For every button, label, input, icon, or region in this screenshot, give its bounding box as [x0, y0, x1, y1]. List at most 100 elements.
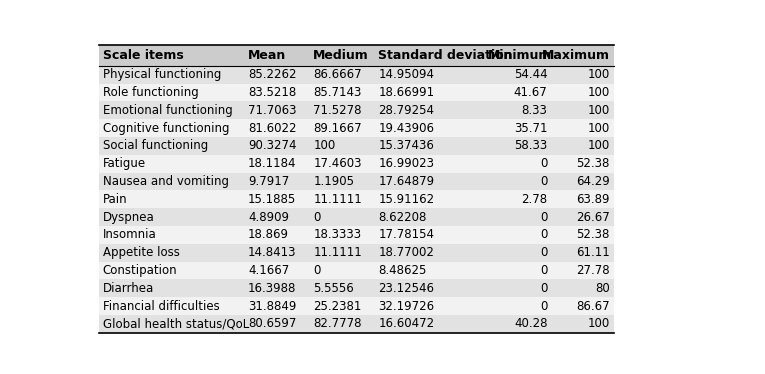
Text: 80.6597: 80.6597	[248, 318, 296, 331]
Text: 15.37436: 15.37436	[379, 140, 435, 153]
Text: 63.89: 63.89	[576, 193, 610, 206]
Text: 71.7063: 71.7063	[248, 104, 297, 117]
Text: 0: 0	[540, 229, 548, 242]
Text: 0: 0	[540, 282, 548, 295]
Text: 9.7917: 9.7917	[248, 175, 289, 188]
Bar	[99, 101, 614, 119]
Text: 5.5556: 5.5556	[313, 282, 354, 295]
Text: 52.38: 52.38	[576, 229, 610, 242]
Text: 90.3274: 90.3274	[248, 140, 297, 153]
Bar	[99, 155, 614, 173]
Text: 71.5278: 71.5278	[313, 104, 362, 117]
Text: 100: 100	[588, 86, 610, 99]
Text: 35.71: 35.71	[514, 122, 548, 135]
Text: 19.43906: 19.43906	[379, 122, 435, 135]
Bar	[99, 297, 614, 315]
Text: 4.8909: 4.8909	[248, 211, 289, 224]
Text: 11.1111: 11.1111	[313, 246, 362, 259]
Text: 8.62208: 8.62208	[379, 211, 427, 224]
Text: Dyspnea: Dyspnea	[103, 211, 155, 224]
Text: Constipation: Constipation	[103, 264, 177, 277]
Text: Minimum: Minimum	[488, 49, 552, 62]
Text: 18.77002: 18.77002	[379, 246, 435, 259]
Text: Nausea and vomiting: Nausea and vomiting	[103, 175, 229, 188]
Text: 15.91162: 15.91162	[379, 193, 435, 206]
Text: 52.38: 52.38	[576, 157, 610, 170]
Text: 85.7143: 85.7143	[313, 86, 362, 99]
Text: 0: 0	[313, 211, 321, 224]
Text: 58.33: 58.33	[514, 140, 548, 153]
Text: 8.48625: 8.48625	[379, 264, 427, 277]
Text: Emotional functioning: Emotional functioning	[103, 104, 233, 117]
Text: 17.4603: 17.4603	[313, 157, 362, 170]
Text: 14.8413: 14.8413	[248, 246, 297, 259]
Text: 18.66991: 18.66991	[379, 86, 435, 99]
Text: Role functioning: Role functioning	[103, 86, 198, 99]
Text: Medium: Medium	[313, 49, 369, 62]
Bar	[99, 208, 614, 226]
Text: 28.79254: 28.79254	[379, 104, 435, 117]
Text: 32.19726: 32.19726	[379, 300, 435, 313]
Bar	[99, 262, 614, 279]
Text: 100: 100	[588, 104, 610, 117]
Text: 0: 0	[540, 246, 548, 259]
Text: 18.1184: 18.1184	[248, 157, 297, 170]
Bar	[99, 244, 614, 262]
Text: 16.60472: 16.60472	[379, 318, 435, 331]
Text: 81.6022: 81.6022	[248, 122, 297, 135]
Text: 54.44: 54.44	[514, 68, 548, 81]
Bar	[99, 66, 614, 84]
Text: Maximum: Maximum	[542, 49, 610, 62]
Text: 18.3333: 18.3333	[313, 229, 361, 242]
Text: 0: 0	[540, 157, 548, 170]
Text: Scale items: Scale items	[103, 49, 184, 62]
Text: Insomnia: Insomnia	[103, 229, 157, 242]
Text: 23.12546: 23.12546	[379, 282, 435, 295]
Text: Pain: Pain	[103, 193, 127, 206]
Text: 14.95094: 14.95094	[379, 68, 435, 81]
Text: 0: 0	[540, 211, 548, 224]
Text: 0: 0	[540, 264, 548, 277]
Text: 0: 0	[540, 175, 548, 188]
Text: 0: 0	[540, 300, 548, 313]
Text: 25.2381: 25.2381	[313, 300, 362, 313]
Text: 86.6667: 86.6667	[313, 68, 362, 81]
Text: 26.67: 26.67	[576, 211, 610, 224]
Text: Cognitive functioning: Cognitive functioning	[103, 122, 230, 135]
Text: 27.78: 27.78	[576, 264, 610, 277]
Text: 15.1885: 15.1885	[248, 193, 296, 206]
Text: 1.1905: 1.1905	[313, 175, 354, 188]
Text: 31.8849: 31.8849	[248, 300, 296, 313]
Bar	[99, 315, 614, 333]
Text: Social functioning: Social functioning	[103, 140, 208, 153]
Text: 41.67: 41.67	[513, 86, 548, 99]
Text: 89.1667: 89.1667	[313, 122, 362, 135]
Bar	[99, 279, 614, 297]
Text: Mean: Mean	[248, 49, 286, 62]
Text: 17.64879: 17.64879	[379, 175, 435, 188]
Bar	[99, 84, 614, 101]
Text: 80: 80	[595, 282, 610, 295]
Text: 11.1111: 11.1111	[313, 193, 362, 206]
Text: 16.99023: 16.99023	[379, 157, 435, 170]
Text: Appetite loss: Appetite loss	[103, 246, 180, 259]
Text: 100: 100	[588, 122, 610, 135]
Bar	[99, 173, 614, 190]
Text: Standard deviation: Standard deviation	[379, 49, 513, 62]
Text: 16.3988: 16.3988	[248, 282, 296, 295]
Text: 61.11: 61.11	[576, 246, 610, 259]
Text: 17.78154: 17.78154	[379, 229, 435, 242]
Text: Financial difficulties: Financial difficulties	[103, 300, 220, 313]
Text: Fatigue: Fatigue	[103, 157, 146, 170]
Text: Physical functioning: Physical functioning	[103, 68, 221, 81]
Text: 100: 100	[588, 318, 610, 331]
Text: 8.33: 8.33	[522, 104, 548, 117]
Bar	[99, 137, 614, 155]
Text: Global health status/QoL: Global health status/QoL	[103, 318, 249, 331]
Text: 100: 100	[313, 140, 336, 153]
Text: Diarrhea: Diarrhea	[103, 282, 154, 295]
Text: 83.5218: 83.5218	[248, 86, 296, 99]
Text: 100: 100	[588, 140, 610, 153]
Bar	[99, 119, 614, 137]
Bar	[99, 226, 614, 244]
